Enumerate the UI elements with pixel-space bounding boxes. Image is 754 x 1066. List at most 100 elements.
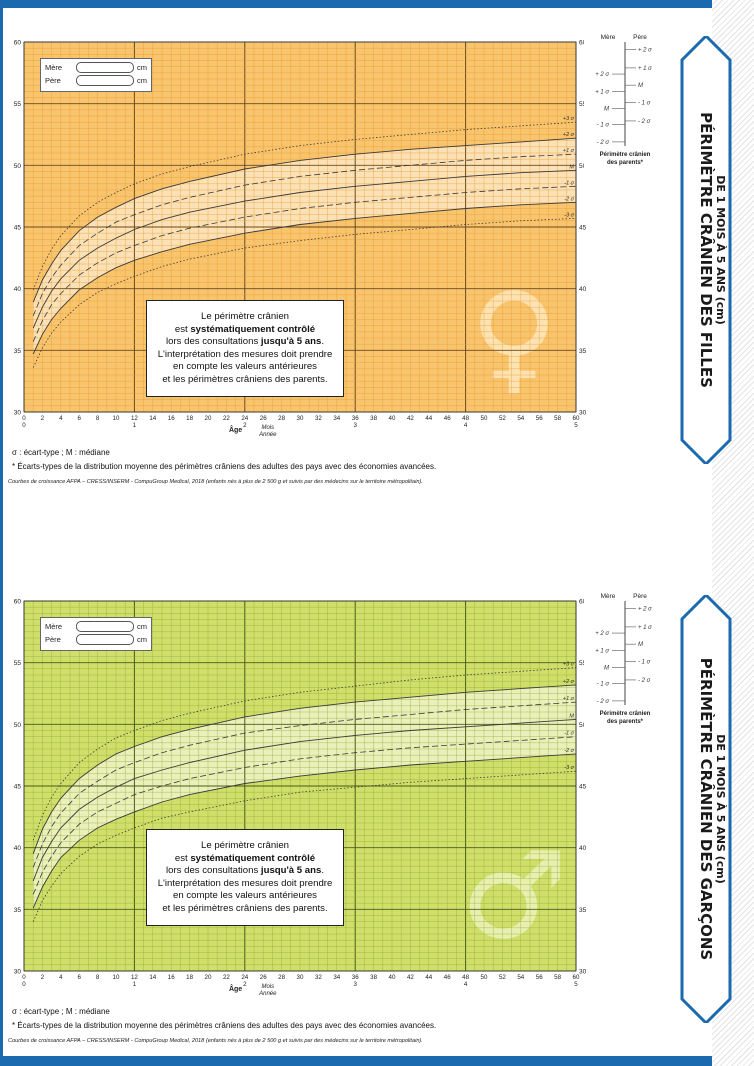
x-tick-label-month: 34 [333, 974, 340, 981]
x-tick-label-month: 40 [389, 415, 396, 422]
pere-input[interactable] [76, 75, 134, 86]
curve-label: -3 σ [564, 765, 574, 771]
x-tick-label-month: 44 [425, 974, 432, 981]
y-tick-label-right: 45 [579, 784, 587, 791]
x-tick-label-year: 3 [353, 981, 357, 988]
info-line-4: L'interprétation des mesures doit prendr… [157, 348, 333, 360]
scale-label-pere: + 1 σ [638, 66, 652, 72]
x-tick-label-month: 20 [205, 974, 212, 981]
x-tick-label-month: 18 [186, 974, 193, 981]
scale-label-mere: + 1 σ [595, 648, 609, 654]
x-tick-label-month: 36 [352, 415, 359, 422]
y-tick-label-left: 40 [14, 286, 22, 293]
x-tick-label-month: 50 [481, 415, 488, 422]
y-tick-label-left: 60 [14, 599, 22, 606]
title-banner-shape [680, 595, 732, 1023]
x-tick-label-year: 4 [464, 422, 468, 429]
x-tick-label-month: 32 [315, 974, 322, 981]
x-tick-label-year: 2 [243, 981, 247, 988]
scale-header-mere: Mère [601, 34, 616, 41]
y-tick-label-left: 55 [14, 101, 22, 108]
y-tick-label-left: 60 [14, 40, 22, 47]
side-title-filles: PÉRIMÈTRE CRÂNIEN DES FILLES DE 1 MOIS À … [680, 36, 732, 464]
x-axis-units-months: Mois [261, 425, 274, 431]
x-tick-label-month: 8 [96, 974, 100, 981]
y-tick-label-right: 55 [579, 101, 587, 108]
x-tick-label-month: 4 [59, 974, 63, 981]
curve-label: +2 σ [563, 132, 575, 138]
scale-label-pere: - 1 σ [638, 659, 651, 665]
scale-footer-1: Périmètre crânien [600, 711, 651, 717]
x-tick-label-month: 36 [352, 974, 359, 981]
curve-label: +1 σ [563, 696, 575, 702]
x-tick-label-month: 16 [168, 974, 175, 981]
scale-label-pere: - 1 σ [638, 100, 651, 106]
info-line-2: est systématiquement contrôlé [174, 852, 316, 864]
scale-label-mere: - 2 σ [597, 140, 610, 146]
curve-3-6 [32, 770, 577, 922]
x-tick-label-month: 24 [241, 974, 248, 981]
pere-label: Père [45, 635, 61, 644]
y-tick-label-right: 35 [579, 907, 587, 914]
scale-footer-1: Périmètre crânien [600, 152, 651, 158]
x-tick-label-year: 4 [464, 981, 468, 988]
scale-label-mere: M [604, 666, 609, 672]
title-line-1: PÉRIMÈTRE CRÂNIEN DES GARÇONS [697, 658, 716, 960]
scale-label-pere: M [638, 83, 643, 89]
scale-label-mere: + 2 σ [595, 72, 609, 78]
curve-label: -1 σ [564, 180, 574, 186]
info-line-5: en compte les valeurs antérieures [173, 890, 317, 902]
normal-range-band [33, 138, 576, 354]
curve-2-1 [32, 137, 577, 303]
x-tick-label-month: 60 [573, 415, 580, 422]
scale-label-pere: + 1 σ [638, 625, 652, 631]
curve-2-5 [32, 201, 577, 355]
info-line-3: lors des consultations jusqu'à 5 ans. [166, 865, 324, 877]
curve-label: M [569, 713, 574, 719]
x-axis-label: Âge [229, 425, 242, 434]
y-tick-label-left: 35 [14, 348, 22, 355]
sex-symbol-icon: ♀ [470, 268, 558, 407]
x-tick-label-month: 58 [554, 974, 561, 981]
scale-footer-2: des parents* [607, 719, 644, 725]
y-tick-label-right: 35 [579, 348, 587, 355]
panel-garcons: ♂ +3 σ +2 σ +1 σ M -1 σ -2 σ -3 σ 30 30 35 35 40 40 45… [4, 587, 714, 1057]
sigma-note: σ : écart-type ; M : médiane [12, 1007, 110, 1016]
y-tick-label-right: 30 [579, 969, 587, 976]
x-tick-label-month: 14 [149, 974, 156, 981]
x-tick-label-year: 5 [574, 422, 578, 429]
x-tick-label-year: 0 [22, 422, 26, 429]
curve-1-4 [32, 185, 577, 342]
scale-label-mere: + 2 σ [595, 631, 609, 637]
scale-label-pere: - 2 σ [638, 678, 651, 684]
pere-input[interactable] [76, 634, 134, 645]
curve-M-3 [32, 718, 577, 882]
y-tick-label-left: 30 [14, 969, 22, 976]
y-tick-label-right: 40 [579, 286, 587, 293]
x-tick-label-month: 44 [425, 415, 432, 422]
scale-label-mere: - 1 σ [597, 123, 610, 129]
title-line-1: PÉRIMÈTRE CRÂNIEN DES FILLES [697, 112, 716, 388]
x-tick-label-month: 58 [554, 415, 561, 422]
x-tick-label-month: 20 [205, 415, 212, 422]
x-tick-label-month: 32 [315, 415, 322, 422]
parents-scale-area [584, 32, 684, 192]
y-tick-label-left: 55 [14, 660, 22, 667]
mere-input[interactable] [76, 621, 134, 632]
x-tick-label-month: 28 [278, 415, 285, 422]
title-line-2: DE 1 MOIS À 5 ANS (cm) [714, 734, 727, 883]
x-tick-label-month: 56 [536, 415, 543, 422]
x-tick-label-month: 0 [22, 415, 26, 422]
scale-header-pere: Père [633, 34, 647, 41]
side-title-garcons: PÉRIMÈTRE CRÂNIEN DES GARÇONS DE 1 MOIS À… [680, 595, 732, 1023]
x-tick-label-month: 38 [370, 974, 377, 981]
plot-border [23, 600, 577, 972]
scale-footer-2: des parents* [607, 160, 644, 166]
x-tick-label-month: 42 [407, 415, 414, 422]
x-tick-label-month: 14 [149, 415, 156, 422]
source-note: Courbes de croissance AFPA – CRESS/INSER… [8, 479, 423, 485]
mere-input[interactable] [76, 62, 134, 73]
x-tick-label-month: 10 [113, 415, 120, 422]
scale-label-pere: M [638, 642, 643, 648]
